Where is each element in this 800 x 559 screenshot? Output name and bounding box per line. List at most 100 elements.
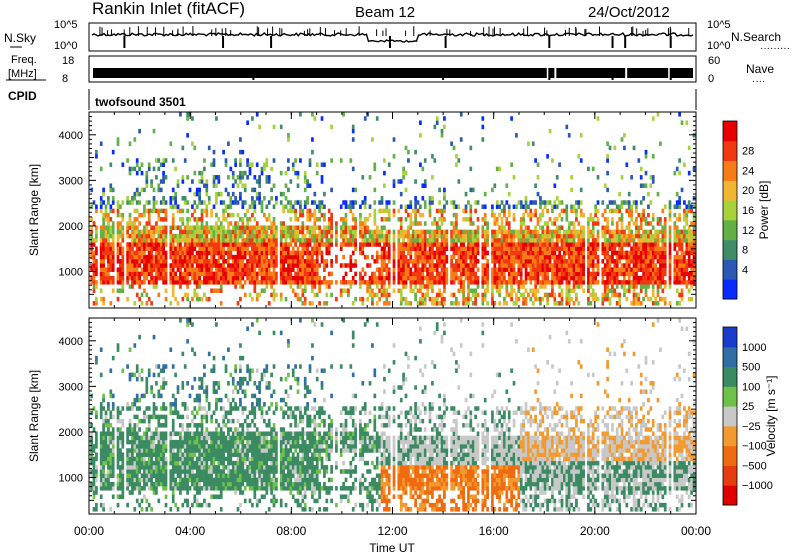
velocity-cell bbox=[109, 394, 112, 399]
power-cell bbox=[443, 259, 446, 264]
power-cell bbox=[443, 204, 446, 209]
power-cell bbox=[546, 276, 549, 281]
power-cell bbox=[618, 293, 621, 298]
power-cell bbox=[138, 297, 141, 302]
power-cell bbox=[297, 259, 300, 264]
power-cell bbox=[565, 246, 568, 251]
power-cell bbox=[693, 272, 696, 277]
power-cell bbox=[503, 267, 506, 272]
power-cell bbox=[570, 230, 573, 235]
power-cell bbox=[162, 276, 165, 281]
power-cell bbox=[220, 230, 223, 235]
power-cell bbox=[505, 255, 508, 260]
power-cell bbox=[539, 284, 542, 289]
power-cell bbox=[117, 251, 120, 256]
power-cell bbox=[239, 150, 242, 155]
power-cell bbox=[541, 280, 544, 285]
power-cell bbox=[289, 200, 292, 205]
power-cell bbox=[611, 251, 614, 256]
power-cell bbox=[313, 259, 316, 264]
power-cell bbox=[304, 263, 307, 268]
power-cell bbox=[592, 276, 595, 281]
velocity-cell bbox=[126, 364, 129, 369]
power-cell bbox=[597, 280, 600, 285]
power-cell bbox=[369, 280, 372, 285]
power-cell bbox=[385, 209, 388, 214]
power-cell bbox=[455, 263, 458, 268]
power-cell bbox=[484, 217, 487, 222]
power-cell bbox=[457, 280, 460, 285]
power-cell bbox=[657, 251, 660, 256]
power-cell bbox=[517, 230, 520, 235]
power-cell bbox=[165, 288, 168, 293]
power-cell bbox=[546, 209, 549, 214]
power-cell bbox=[347, 204, 350, 209]
power-cell bbox=[349, 204, 352, 209]
power-cell bbox=[95, 284, 98, 289]
power-cell bbox=[659, 255, 662, 260]
power-cell bbox=[553, 221, 556, 226]
power-cell bbox=[265, 230, 268, 235]
power-cell bbox=[136, 272, 139, 277]
power-cell bbox=[520, 225, 523, 230]
power-cell bbox=[145, 200, 148, 205]
power-cell bbox=[649, 280, 652, 285]
velocity-cell bbox=[129, 423, 132, 428]
power-cell bbox=[258, 196, 261, 201]
power-cell bbox=[155, 158, 158, 163]
power-cell bbox=[107, 242, 110, 247]
power-cell bbox=[181, 251, 184, 256]
power-cell bbox=[455, 154, 458, 159]
power-cell bbox=[618, 259, 621, 264]
power-cell bbox=[285, 255, 288, 260]
velocity-cell bbox=[93, 406, 96, 411]
power-cell bbox=[136, 192, 139, 197]
velocity-cell bbox=[100, 465, 103, 470]
power-cell bbox=[580, 188, 583, 193]
power-cell bbox=[637, 297, 640, 302]
velocity-cell bbox=[119, 431, 122, 436]
power-cell bbox=[604, 263, 607, 268]
power-cell bbox=[685, 213, 688, 218]
power-cell bbox=[453, 242, 456, 247]
power-cell bbox=[385, 200, 388, 205]
power-cell bbox=[263, 230, 266, 235]
power-cell bbox=[503, 242, 506, 247]
colorbar-segment bbox=[723, 161, 737, 181]
power-cell bbox=[613, 293, 616, 298]
power-cell bbox=[556, 255, 559, 260]
power-cell bbox=[661, 276, 664, 281]
power-cell bbox=[294, 171, 297, 176]
power-cell bbox=[469, 234, 472, 239]
power-cell bbox=[539, 267, 542, 272]
power-cell bbox=[513, 213, 516, 218]
power-cell bbox=[172, 217, 175, 222]
power-cell bbox=[210, 280, 213, 285]
power-cell bbox=[217, 230, 220, 235]
power-cell bbox=[568, 267, 571, 272]
power-cell bbox=[477, 293, 480, 298]
power-cell bbox=[640, 221, 643, 226]
power-cell bbox=[251, 259, 254, 264]
power-cell bbox=[529, 288, 532, 293]
power-cell bbox=[460, 246, 463, 251]
power-cell bbox=[155, 246, 158, 251]
power-cell bbox=[510, 288, 513, 293]
power-cell bbox=[95, 251, 98, 256]
power-cell bbox=[443, 280, 446, 285]
power-cell bbox=[582, 225, 585, 230]
power-cell bbox=[131, 246, 134, 251]
power-cell bbox=[121, 225, 124, 230]
power-cell bbox=[304, 251, 307, 256]
power-cell bbox=[534, 209, 537, 214]
power-cell bbox=[649, 234, 652, 239]
power-cell bbox=[263, 263, 266, 268]
power-cell bbox=[155, 221, 158, 226]
power-cell bbox=[280, 242, 283, 247]
power-cell bbox=[606, 225, 609, 230]
power-cell bbox=[616, 221, 619, 226]
power-cell bbox=[568, 230, 571, 235]
power-cell bbox=[181, 263, 184, 268]
power-cell bbox=[102, 225, 105, 230]
power-cell bbox=[133, 272, 136, 277]
